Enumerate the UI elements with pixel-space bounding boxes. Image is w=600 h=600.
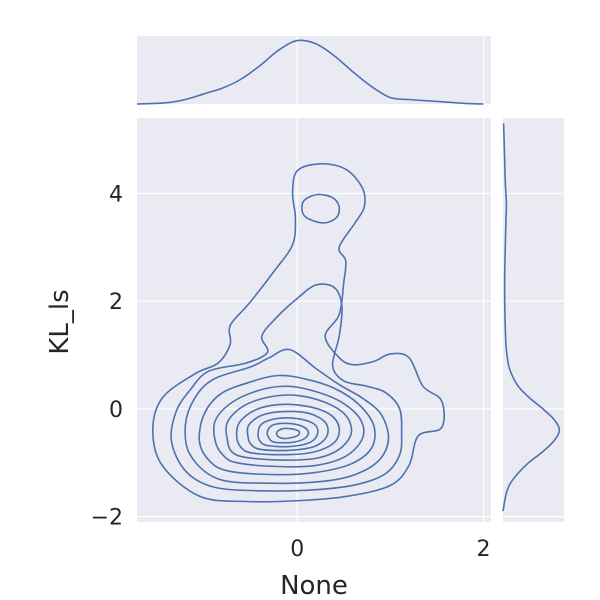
y-axis-label: KL_ls <box>45 289 75 354</box>
contour-level-7 <box>235 403 341 456</box>
x-axis-label: None <box>280 571 348 600</box>
y-tick-label-4: 4 <box>109 182 123 207</box>
marginal-y-panel <box>502 118 564 522</box>
y-tick-label-neg2: −2 <box>91 506 123 531</box>
marginal-x-background <box>137 36 491 104</box>
joint-panel-background <box>137 118 491 522</box>
contour-level-3 <box>184 348 390 485</box>
contour-level-5 <box>212 385 365 468</box>
x-tick-label-2: 2 <box>477 537 491 562</box>
contour-level-11 <box>275 427 301 440</box>
marginal-x-density-curve <box>136 39 484 105</box>
marginal-y-density-curve <box>502 123 561 512</box>
contour-level-8 <box>246 410 329 452</box>
contour-level-1 <box>152 162 446 503</box>
y-tick-label-0: 0 <box>109 398 123 423</box>
contour-level-9 <box>257 417 319 448</box>
contour-level-10 <box>266 422 310 444</box>
contour-upper-mode-inner <box>301 193 341 224</box>
joint-panel <box>137 118 491 522</box>
marginal-x-panel <box>136 36 491 105</box>
x-tick-label-0: 0 <box>290 537 304 562</box>
marginal-y-background <box>503 118 564 522</box>
y-tick-label-2: 2 <box>109 290 123 315</box>
contour-level-6 <box>225 394 353 461</box>
contour-level-4 <box>198 374 376 476</box>
contour-level-2 <box>170 283 403 492</box>
